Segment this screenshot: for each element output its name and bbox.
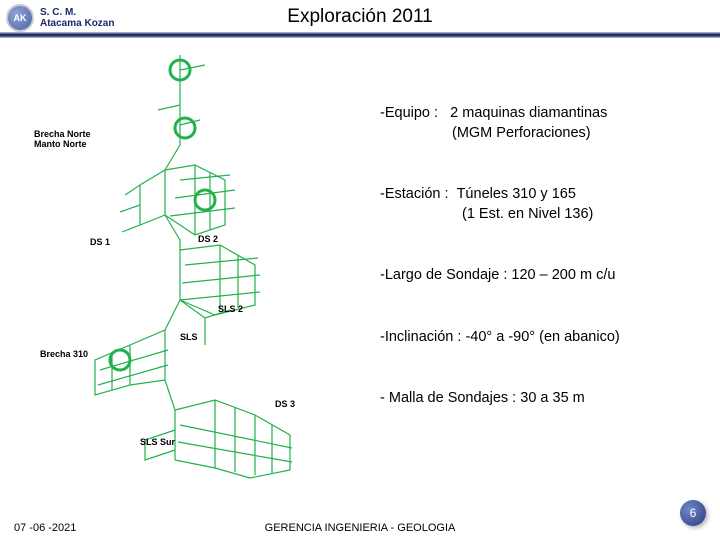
logo-area: AK S. C. M. Atacama Kozan <box>6 4 114 32</box>
map-label-sls2: SLS 2 <box>218 305 243 315</box>
page-number: 6 <box>680 500 706 526</box>
logo-icon: AK <box>6 4 34 32</box>
slide-header: AK S. C. M. Atacama Kozan Exploración 20… <box>0 0 720 38</box>
logo-text: S. C. M. Atacama Kozan <box>40 7 114 29</box>
footer-date: 07 -06 -2021 <box>14 522 76 534</box>
mine-map: Brecha NorteManto Norte DS 1 DS 2 SLS 2 … <box>30 50 350 490</box>
logo-line1: S. C. M. <box>40 7 114 18</box>
slide-footer: 07 -06 -2021 GERENCIA INGENIERIA - GEOLO… <box>0 510 720 540</box>
map-label-brecha-310: Brecha 310 <box>40 350 88 360</box>
header-divider <box>0 32 720 38</box>
map-label-ds1: DS 1 <box>90 238 110 248</box>
page-title: Exploración 2011 <box>287 6 432 28</box>
bullet-list: -Equipo : 2 maquinas diamantinas (MGM Pe… <box>380 44 710 510</box>
map-label-ds3: DS 3 <box>275 400 295 410</box>
bullet-equipo: -Equipo : 2 maquinas diamantinas (MGM Pe… <box>380 104 710 143</box>
map-label-brecha-norte: Brecha NorteManto Norte <box>34 130 91 150</box>
logo-line2: Atacama Kozan <box>40 18 114 29</box>
map-svg <box>30 50 350 490</box>
footer-center: GERENCIA INGENIERIA - GEOLOGIA <box>265 522 456 534</box>
main-content: Brecha NorteManto Norte DS 1 DS 2 SLS 2 … <box>0 44 720 510</box>
map-label-sls: SLS <box>180 333 198 343</box>
bullet-estacion: -Estación : Túneles 310 y 165 (1 Est. en… <box>380 185 710 224</box>
bullet-largo: -Largo de Sondaje : 120 – 200 m c/u <box>380 266 710 286</box>
bullet-malla: - Malla de Sondajes : 30 a 35 m <box>380 389 710 409</box>
map-label-sls-sur: SLS Sur <box>140 438 175 448</box>
bullet-inclinacion: -Inclinación : -40° a -90° (en abanico) <box>380 328 710 348</box>
map-label-ds2: DS 2 <box>198 235 218 245</box>
